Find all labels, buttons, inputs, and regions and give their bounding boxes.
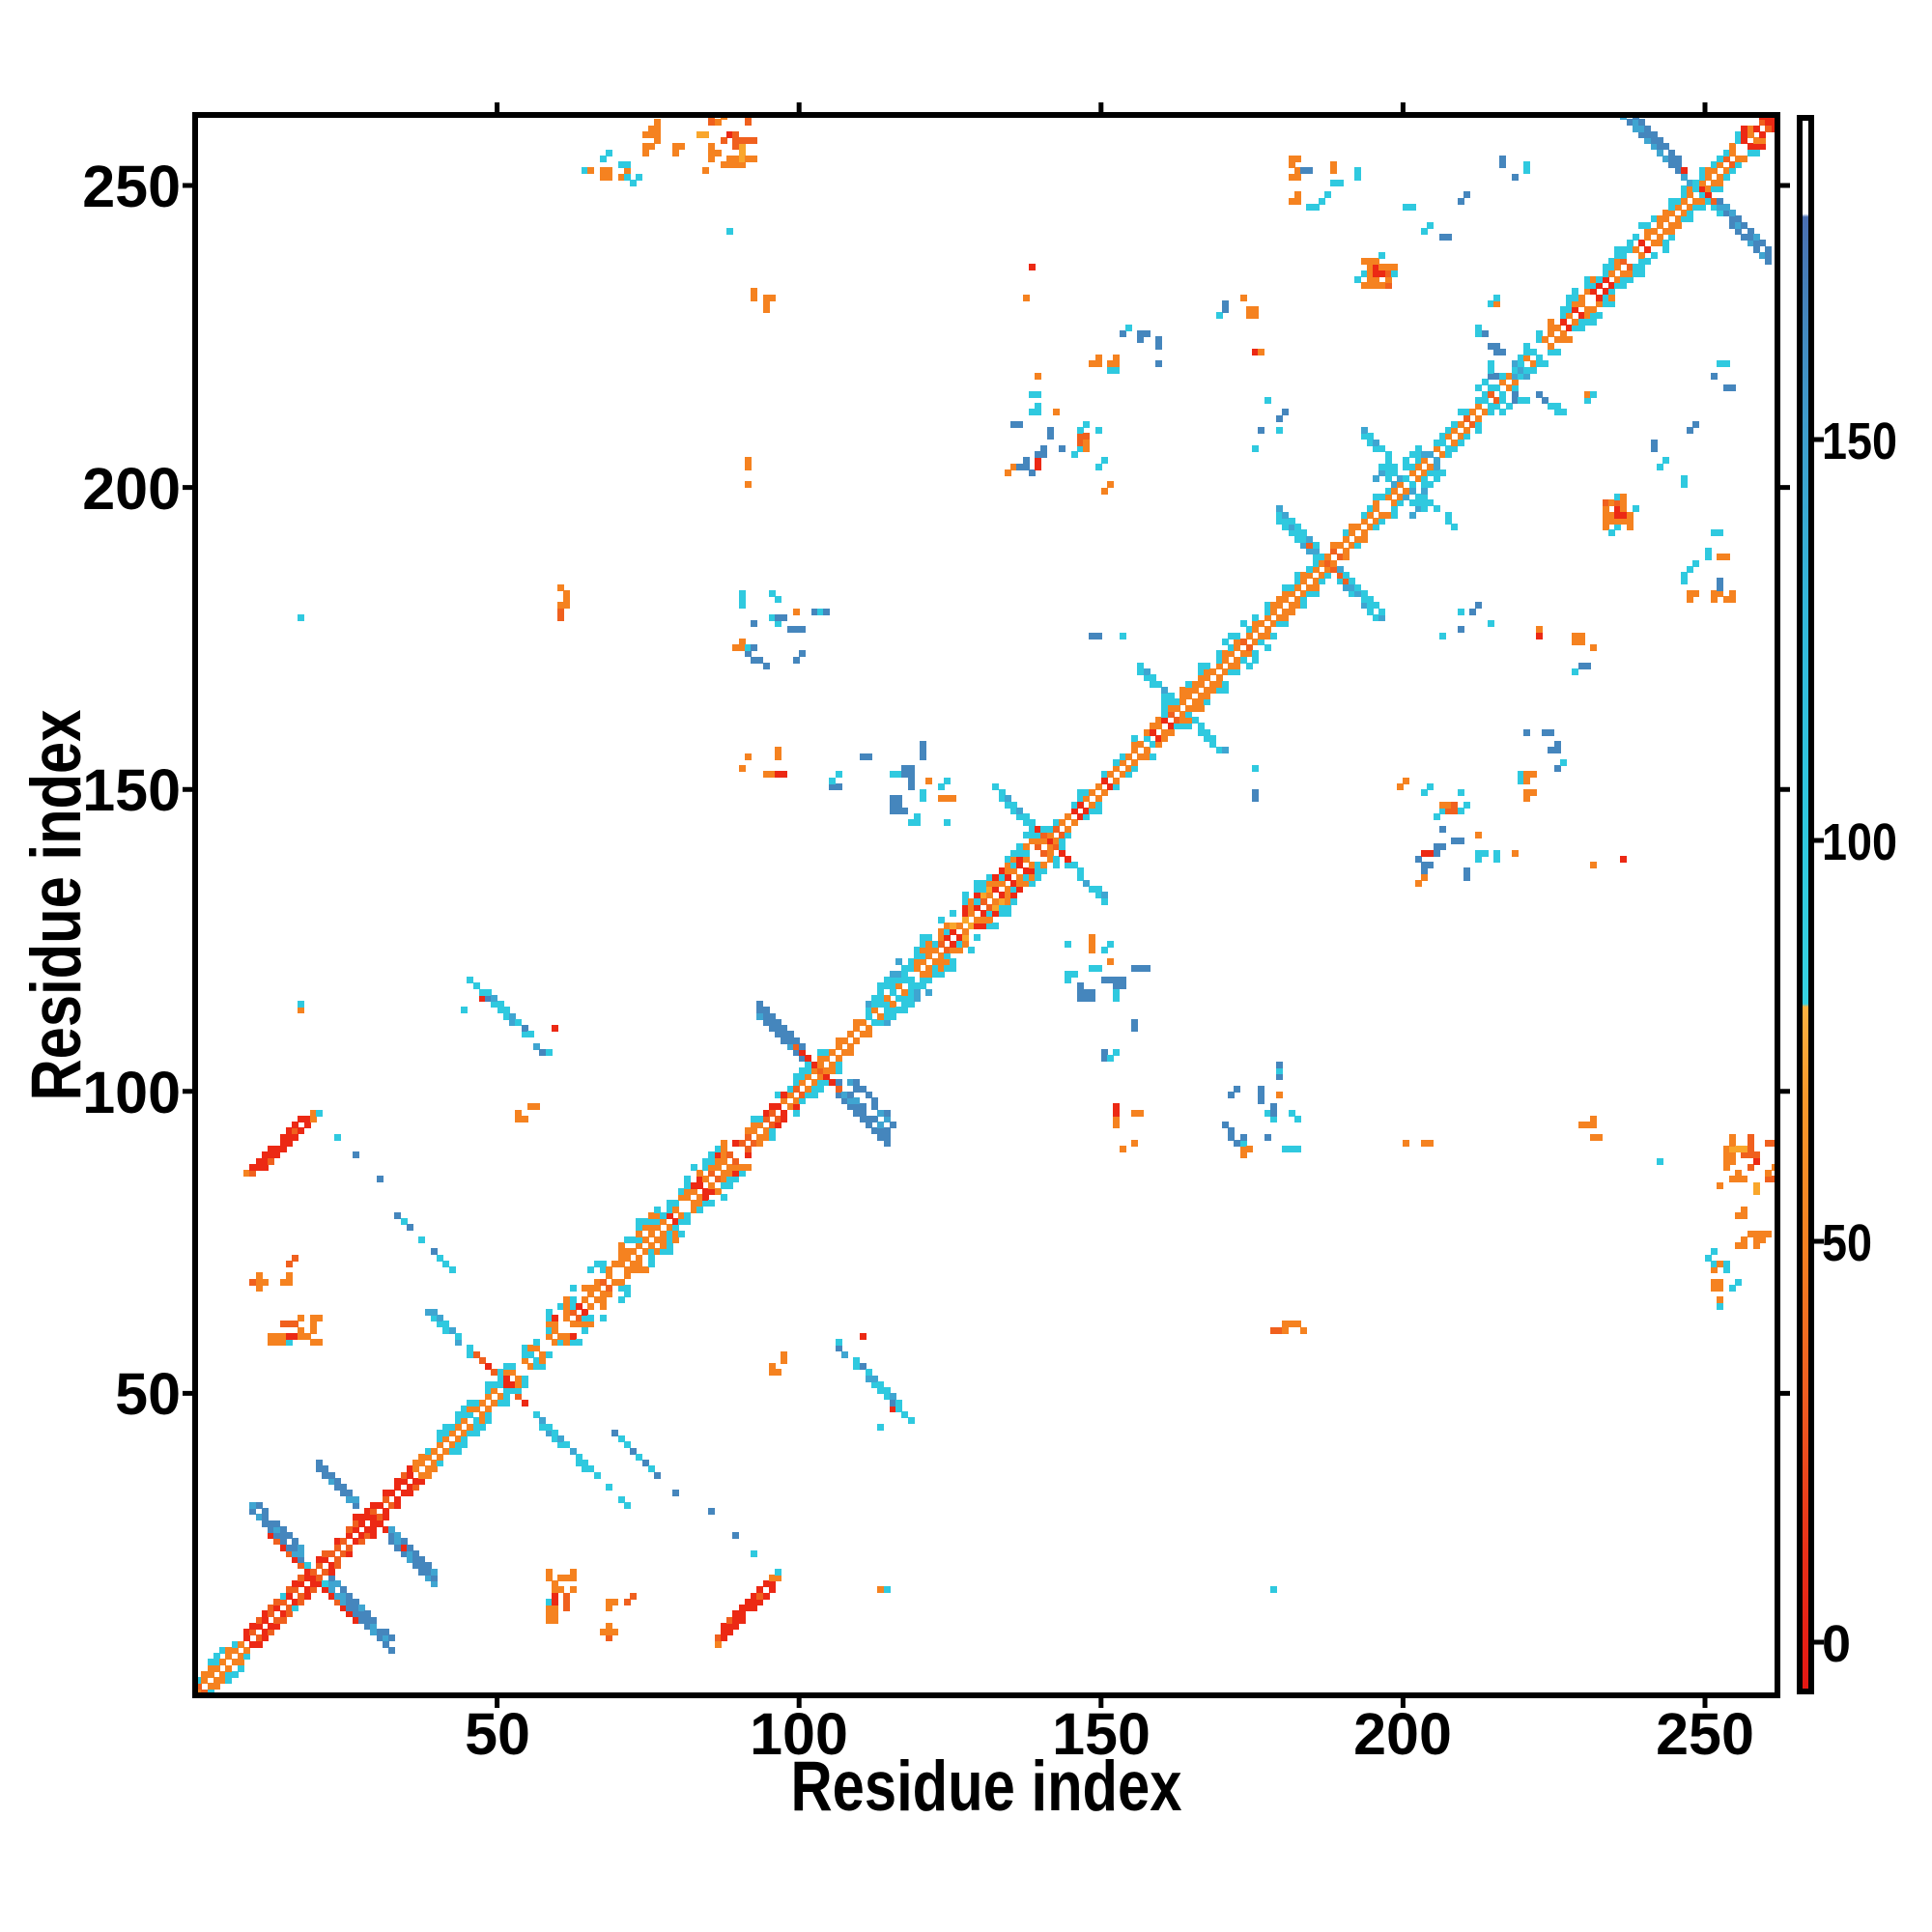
- svg-text:0: 0: [1822, 1615, 1851, 1673]
- svg-text:100: 100: [1822, 813, 1897, 871]
- svg-text:150: 150: [1052, 1701, 1151, 1767]
- svg-text:150: 150: [82, 757, 181, 823]
- svg-text:250: 250: [82, 154, 181, 219]
- svg-text:50: 50: [1822, 1214, 1872, 1272]
- svg-text:Residue index: Residue index: [791, 1747, 1182, 1826]
- svg-text:50: 50: [465, 1701, 530, 1767]
- svg-text:100: 100: [82, 1060, 181, 1125]
- svg-text:100: 100: [750, 1701, 848, 1767]
- svg-text:150: 150: [1822, 412, 1897, 470]
- svg-text:200: 200: [82, 456, 181, 522]
- svg-text:200: 200: [1353, 1701, 1452, 1767]
- svg-text:50: 50: [115, 1361, 181, 1427]
- svg-text:Residue index: Residue index: [17, 709, 96, 1100]
- svg-text:250: 250: [1656, 1701, 1754, 1767]
